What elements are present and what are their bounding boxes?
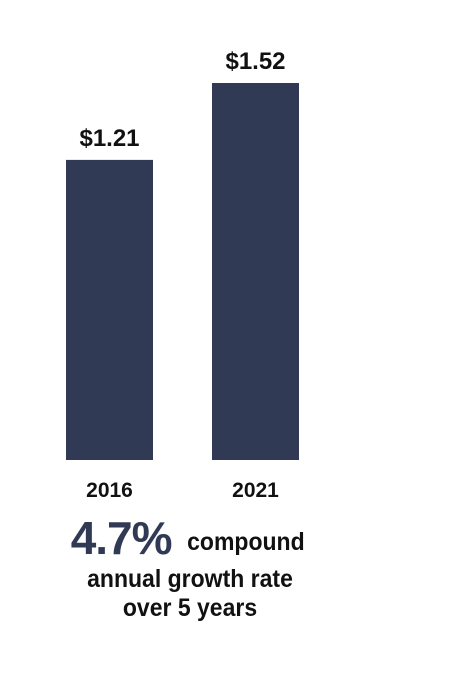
bar-value-label-2016: $1.21	[79, 125, 139, 152]
summary-line-3: over 5 years	[122, 593, 258, 622]
value-labels-group: $1.21 $1.52	[79, 48, 285, 152]
bars-group	[66, 83, 299, 460]
summary-compound-text: compound	[186, 528, 305, 556]
bar-2021	[212, 83, 299, 460]
category-label-2016: 2016	[86, 479, 133, 502]
category-label-2021: 2021	[232, 479, 279, 502]
bar-2016	[66, 159, 153, 460]
summary-line-2: annual growth rate	[87, 564, 293, 593]
summary-line-1: 4.7% compound	[0, 512, 380, 565]
growth-percent: 4.7%	[70, 512, 173, 564]
growth-summary: 4.7% compound annual growth rate over 5 y…	[0, 512, 380, 622]
bar-value-label-2021: $1.52	[225, 48, 285, 75]
bar-chart: $1.21 $1.52 2016 2021	[66, 48, 299, 502]
category-labels-group: 2016 2021	[86, 479, 279, 502]
